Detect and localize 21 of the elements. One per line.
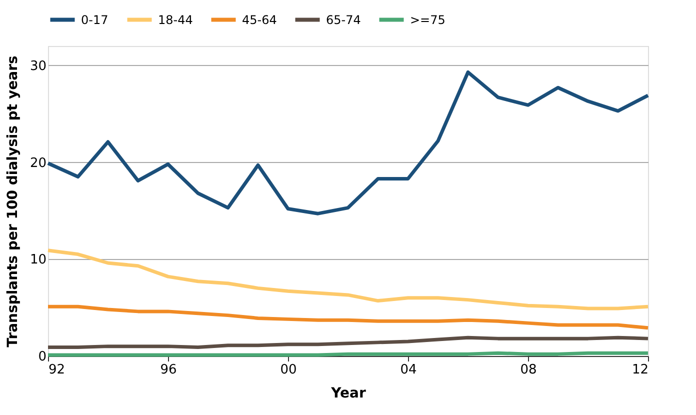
x-tick-label: 12 <box>632 362 648 378</box>
line-series <box>46 248 650 310</box>
y-tick-label: 10 <box>30 252 46 268</box>
line-series <box>46 336 650 350</box>
x-tick-label: 96 <box>160 362 177 378</box>
x-tick-label: 92 <box>48 362 66 378</box>
y-tick-label: 30 <box>30 58 46 74</box>
x-tick-label: 04 <box>400 362 417 378</box>
x-tick-label: 08 <box>520 362 537 378</box>
line-series <box>46 304 650 330</box>
x-tick-label: 00 <box>280 362 297 378</box>
legend-label: >=75 <box>410 12 446 27</box>
legend-label: 65-74 <box>326 12 361 27</box>
legend-label: 18-44 <box>158 12 193 27</box>
line-series <box>46 70 650 216</box>
legend-label: 45-64 <box>242 12 277 27</box>
x-axis-title: Year <box>330 386 366 402</box>
y-tick-label: 0 <box>38 350 46 364</box>
y-axis-title: Transplants per 100 dialysis pt years <box>4 56 21 348</box>
y-tick-label: 20 <box>30 156 46 171</box>
legend-label: 0-17 <box>81 12 108 27</box>
